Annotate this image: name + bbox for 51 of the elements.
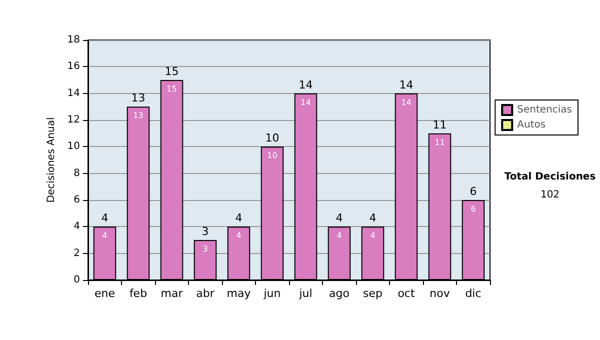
x-tick-label: feb xyxy=(129,287,148,300)
y-tick-label: 4 xyxy=(74,221,80,232)
data-label: 14 xyxy=(401,98,412,107)
total-label: 15 xyxy=(164,65,179,78)
text: Total Decisiones xyxy=(504,172,596,182)
total-label: 14 xyxy=(298,78,313,92)
y-tick-label: 2 xyxy=(74,248,80,259)
x-tick-label: dic xyxy=(465,287,482,300)
y-tick-label: 0 xyxy=(74,274,80,286)
data-label: 15 xyxy=(166,84,177,94)
data-label: 6 xyxy=(470,204,476,214)
total-label: 11 xyxy=(432,118,447,132)
x-tick-label: nov xyxy=(430,287,450,300)
total-label: 14 xyxy=(399,78,414,92)
total-label: 4 xyxy=(369,212,376,225)
y-tick-label: 16 xyxy=(67,61,80,72)
data-label: 4 xyxy=(236,231,242,240)
total-label: 10 xyxy=(265,132,280,145)
x-tick-label: jul xyxy=(298,287,312,300)
data-label: 11 xyxy=(434,138,445,147)
total-label: 4 xyxy=(336,212,343,225)
y-tick-label: 14 xyxy=(67,88,80,99)
y-tick-label: 8 xyxy=(74,168,80,179)
data-label: 4 xyxy=(336,231,342,240)
y-axis-title: Decisiones Anual xyxy=(46,117,57,203)
x-tick-label: ene xyxy=(94,287,116,300)
data-label: 4 xyxy=(102,231,108,240)
data-label: 10 xyxy=(267,151,278,160)
legend-label: Autos xyxy=(517,120,546,130)
total-label: 4 xyxy=(235,212,242,225)
legend-label: Sentencias xyxy=(517,104,572,116)
x-tick-label: sep xyxy=(363,287,383,300)
y-tick-label: 10 xyxy=(67,141,80,152)
x-tick-label: jun xyxy=(262,287,281,300)
total-label: 13 xyxy=(131,92,146,105)
total-label: 4 xyxy=(101,212,108,225)
total-label: 6 xyxy=(470,185,477,198)
x-tick-label: may xyxy=(226,287,252,300)
data-label: 4 xyxy=(370,231,376,240)
data-label: 14 xyxy=(300,98,311,107)
data-label: 13 xyxy=(133,111,144,120)
y-tick-label: 18 xyxy=(67,34,80,46)
total-label: 3 xyxy=(202,225,209,238)
y-tick-label: 6 xyxy=(74,194,80,206)
text: 102 xyxy=(540,190,560,200)
x-tick-label: mar xyxy=(160,287,184,300)
x-tick-label: abr xyxy=(196,287,215,300)
data-label: 3 xyxy=(202,244,208,254)
x-tick-label: ago xyxy=(329,287,350,300)
x-tick-label: oct xyxy=(398,287,416,300)
y-tick-label: 12 xyxy=(67,114,80,126)
